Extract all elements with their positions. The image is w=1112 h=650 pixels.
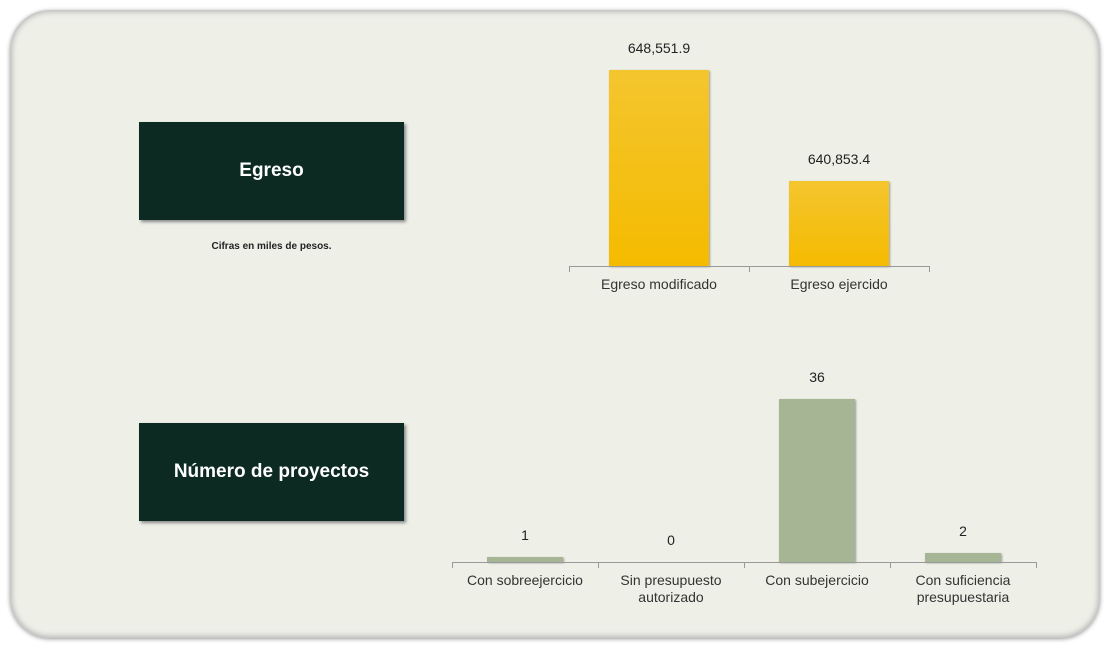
bar: [925, 552, 1001, 562]
value-label: 640,853.4: [807, 151, 871, 168]
value-label: 2: [959, 522, 967, 539]
x-tick: [452, 562, 453, 568]
x-tick: [890, 562, 891, 568]
bar: [609, 69, 709, 266]
x-tick-label: Con sobreejercicio: [467, 572, 583, 588]
x-tick: [1036, 562, 1037, 568]
value-label: 1: [521, 527, 529, 544]
bar: [789, 181, 889, 266]
chart-title: Egreso: [139, 122, 404, 220]
x-tick-label: Sin presupuesto autorizado: [620, 572, 722, 605]
x-tick-label: Con subejercicio: [765, 572, 869, 588]
value-label: 648,551.9: [627, 39, 691, 56]
x-tick: [744, 562, 745, 568]
bar: [779, 399, 855, 562]
value-label: 36: [809, 369, 825, 386]
bar: [487, 557, 563, 562]
value-label: 0: [667, 532, 675, 548]
x-tick: [749, 266, 750, 272]
panel: [10, 10, 1100, 638]
x-tick: [598, 562, 599, 568]
chart-title: Número de proyectos: [139, 423, 404, 521]
x-tick-label: Egreso modificado: [601, 276, 717, 292]
x-tick-label: Egreso ejercido: [790, 276, 888, 292]
x-tick: [929, 266, 930, 272]
x-tick-label: Con suficiencia presupuestaria: [915, 572, 1011, 605]
subtitle: Cifras en miles de pesos.: [211, 241, 332, 252]
x-tick: [569, 266, 570, 272]
